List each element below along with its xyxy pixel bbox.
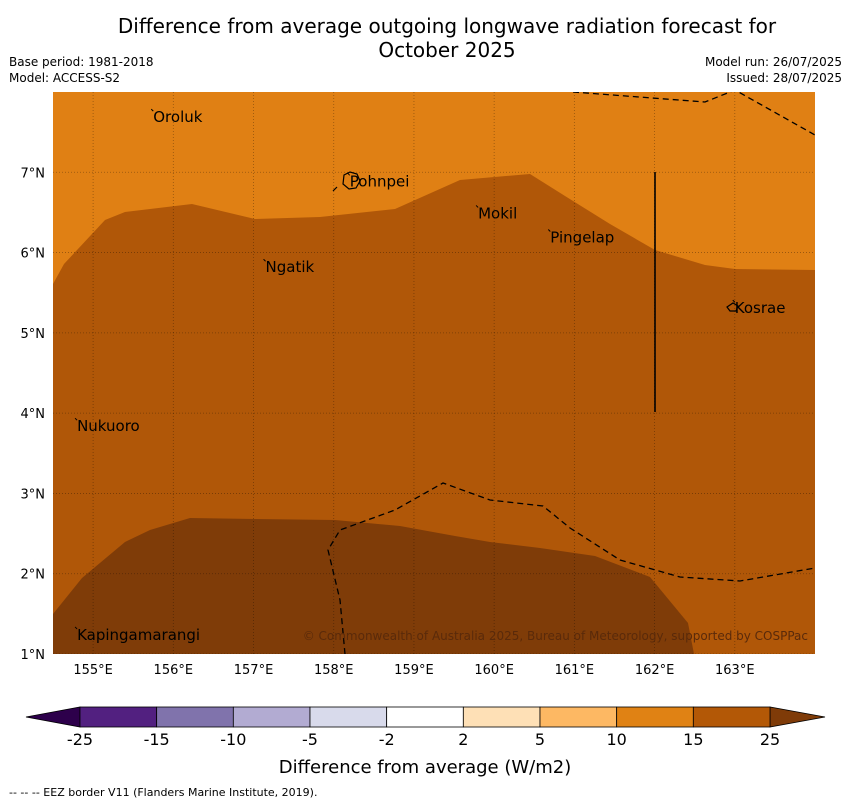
colorbar-segment bbox=[309, 706, 388, 728]
colorbar-tick-label: 25 bbox=[760, 730, 780, 749]
meta-left: Base period: 1981-2018 Model: ACCESS-S2 bbox=[9, 54, 154, 86]
eez-border-south bbox=[327, 482, 815, 654]
lon-tick-label: 163°E bbox=[715, 663, 755, 678]
colorbar-segment bbox=[156, 706, 234, 728]
colorbar-tick-label: -25 bbox=[67, 730, 93, 749]
place-label-pingelap: Pingelap bbox=[550, 229, 614, 247]
anomaly-band-above-25 bbox=[53, 518, 694, 654]
title-line-1: Difference from average outgoing longwav… bbox=[117, 14, 777, 38]
lon-tick-label: 162°E bbox=[635, 663, 675, 678]
title-line-2: October 2025 bbox=[378, 38, 516, 62]
island-marker bbox=[732, 299, 736, 303]
colorbar-tick-label: -15 bbox=[144, 730, 170, 749]
island-marker bbox=[150, 108, 154, 112]
place-label-nukuoro: Nukuoro bbox=[77, 417, 140, 435]
lat-tick-label: 4°N bbox=[21, 407, 46, 422]
issued-date: Issued: 28/07/2025 bbox=[726, 71, 842, 85]
island-marker bbox=[263, 258, 266, 262]
place-label-kosrae: Kosrae bbox=[735, 299, 786, 317]
colorbar-segment bbox=[79, 706, 158, 728]
colorbar-segment bbox=[232, 706, 311, 728]
latitude-ticks: 1°N 2°N 3°N 4°N 5°N 6°N 7°N bbox=[21, 166, 46, 663]
colorbar-segment bbox=[462, 706, 541, 728]
meta-right: Model run: 26/07/2025 Issued: 28/07/2025 bbox=[705, 54, 842, 86]
island-outlines bbox=[332, 171, 739, 312]
place-label-mokil: Mokil bbox=[478, 204, 517, 222]
lon-tick-label: 159°E bbox=[394, 663, 434, 678]
colorbar-segment bbox=[692, 706, 771, 728]
lon-tick-label: 160°E bbox=[474, 663, 514, 678]
colorbar-over-arrow bbox=[769, 706, 826, 728]
colorbar-tick-label: -5 bbox=[302, 730, 318, 749]
place-label-oroluk: Oroluk bbox=[153, 108, 202, 126]
colorbar-tick-label: -2 bbox=[379, 730, 395, 749]
place-label-kapingamarangi: Kapingamarangi bbox=[77, 626, 200, 644]
place-label-ngatik: Ngatik bbox=[266, 258, 315, 276]
copyright-notice: © Commonwealth of Australia 2025, Bureau… bbox=[303, 629, 808, 643]
chart-title: Difference from average outgoing longwav… bbox=[0, 14, 850, 62]
island-marker bbox=[74, 626, 78, 630]
island-marker bbox=[74, 417, 78, 421]
lat-tick-label: 7°N bbox=[21, 166, 46, 181]
lat-tick-label: 2°N bbox=[21, 568, 46, 583]
map-gridlines bbox=[53, 92, 815, 654]
colorbar-tick-label: 2 bbox=[458, 730, 468, 749]
colorbar-tick-label: -10 bbox=[220, 730, 246, 749]
model-name: Model: ACCESS-S2 bbox=[9, 71, 121, 85]
colorbar-tick-label: 5 bbox=[535, 730, 545, 749]
pohnpei-outline bbox=[342, 171, 361, 190]
lon-tick-label: 157°E bbox=[234, 663, 274, 678]
island-marker bbox=[475, 205, 479, 208]
eez-borders bbox=[327, 92, 815, 654]
lon-tick-label: 158°E bbox=[314, 663, 354, 678]
colorbar: -25 -15 -10 -5 -2 2 5 10 15 25 bbox=[25, 706, 826, 749]
place-label-pohnpei: Pohnpei bbox=[350, 172, 410, 190]
base-period: Base period: 1981-2018 bbox=[9, 55, 154, 69]
colorbar-segment bbox=[386, 706, 464, 728]
eez-footnote: -- -- -- EEZ border V11 (Flanders Marine… bbox=[9, 786, 318, 799]
colorbar-segment bbox=[539, 706, 618, 728]
eez-border-north bbox=[572, 92, 815, 136]
island-marker bbox=[547, 229, 551, 232]
islet-mark bbox=[332, 186, 338, 192]
lat-tick-label: 1°N bbox=[21, 648, 46, 663]
lon-tick-label: 161°E bbox=[555, 663, 595, 678]
map-plot: Oroluk Pohnpei Mokil Pingelap Ngatik Kosrae Nu… bbox=[53, 92, 815, 654]
longitude-ticks: 155°E 156°E 157°E 158°E 159°E 160°E 161°E 162°E… bbox=[73, 663, 754, 678]
colorbar-label: Difference from average (W/m2) bbox=[279, 757, 571, 778]
kosrae-outline bbox=[726, 302, 739, 312]
model-run: Model run: 26/07/2025 bbox=[704, 55, 842, 69]
colorbar-tick-label: 15 bbox=[683, 730, 703, 749]
lat-tick-label: 6°N bbox=[21, 247, 46, 262]
lon-tick-label: 156°E bbox=[154, 663, 194, 678]
lon-tick-label: 155°E bbox=[73, 663, 113, 678]
place-labels: Oroluk Pohnpei Mokil Pingelap Ngatik Kosrae Nu… bbox=[74, 108, 786, 644]
colorbar-under-arrow bbox=[25, 706, 81, 728]
lat-tick-label: 3°N bbox=[21, 487, 46, 502]
island-marker bbox=[347, 172, 351, 176]
colorbar-segment bbox=[616, 706, 694, 728]
lat-tick-label: 5°N bbox=[21, 327, 46, 342]
colorbar-tick-label: 10 bbox=[606, 730, 626, 749]
